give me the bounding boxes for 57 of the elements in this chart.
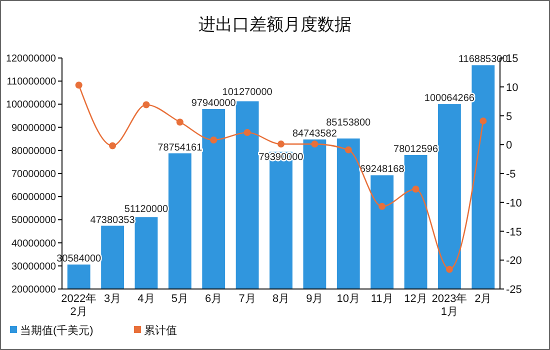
point (311, 140, 318, 148)
y-tick-label: 30000000 (12, 261, 56, 272)
point (278, 140, 284, 148)
data-label: 78012596 (394, 144, 438, 155)
y2-tick-label: -5 (506, 168, 516, 180)
y-tick-label: 100000000 (6, 100, 56, 111)
y2-tick-label: 0 (506, 140, 512, 152)
x-tick-label: 12月 (404, 293, 428, 305)
point (142, 101, 150, 108)
y-tick-label: 40000000 (12, 238, 56, 250)
x-tick-label: 9月 (306, 293, 324, 305)
data-label: 84743582 (292, 128, 338, 140)
y2-tick-label: 5 (506, 110, 512, 123)
y-tick-label: 120000000 (6, 54, 56, 64)
x-tick-label: 4月 (138, 293, 155, 305)
x-tick-label: 10月 (336, 293, 360, 305)
legend-label: 累计值 (144, 324, 177, 337)
data-label: 85153800 (326, 117, 372, 128)
point (446, 266, 453, 273)
y2-tick-label: 15 (506, 53, 518, 65)
point (344, 146, 352, 154)
y2-tick-label: -25 (506, 284, 522, 296)
y-tick-label: 110000000 (6, 76, 56, 88)
point (210, 136, 218, 144)
y-tick-label: 80000000 (12, 146, 56, 157)
x-tick-label: 2月 (474, 293, 492, 305)
point (109, 142, 116, 150)
data-label: 47380353 (90, 214, 136, 226)
x-tick-label: 6月 (205, 293, 222, 305)
x-tick-label: 7月 (238, 293, 256, 305)
y-tick-label: 90000000 (12, 122, 56, 134)
x-tick-label: 2023年 1月 (432, 293, 468, 318)
y-tick-label: 70000000 (12, 169, 56, 180)
y2-tick-label: -20 (506, 255, 522, 268)
chart-title: 进出口差额月度数据 (198, 15, 352, 34)
y2-tick-label: 10 (506, 82, 518, 94)
point (412, 186, 420, 193)
y-tick-label: 60000000 (12, 192, 56, 204)
y-tick-label: 20000000 (12, 284, 56, 296)
y2-tick-label: -10 (506, 197, 522, 210)
point (480, 117, 487, 124)
point (244, 128, 251, 136)
point (378, 202, 386, 210)
y-tick-label: 50000000 (12, 215, 56, 226)
point (75, 82, 82, 89)
data-label: 78754161 (158, 142, 203, 154)
x-tick-label: 2022年 2月 (61, 293, 97, 318)
x-tick-label: 5月 (171, 293, 188, 305)
y2-tick-label: -15 (506, 226, 522, 238)
x-tick-label: 11月 (370, 293, 394, 305)
data-label: 51120000 (124, 204, 169, 215)
x-tick-label: 8月 (272, 293, 290, 305)
data-label: 97940000 (191, 98, 236, 109)
point (176, 118, 184, 126)
legend-label: 当期值(千美元) (20, 324, 94, 337)
x-tick-label: 3月 (104, 293, 122, 305)
data-label: 101270000 (222, 86, 273, 98)
